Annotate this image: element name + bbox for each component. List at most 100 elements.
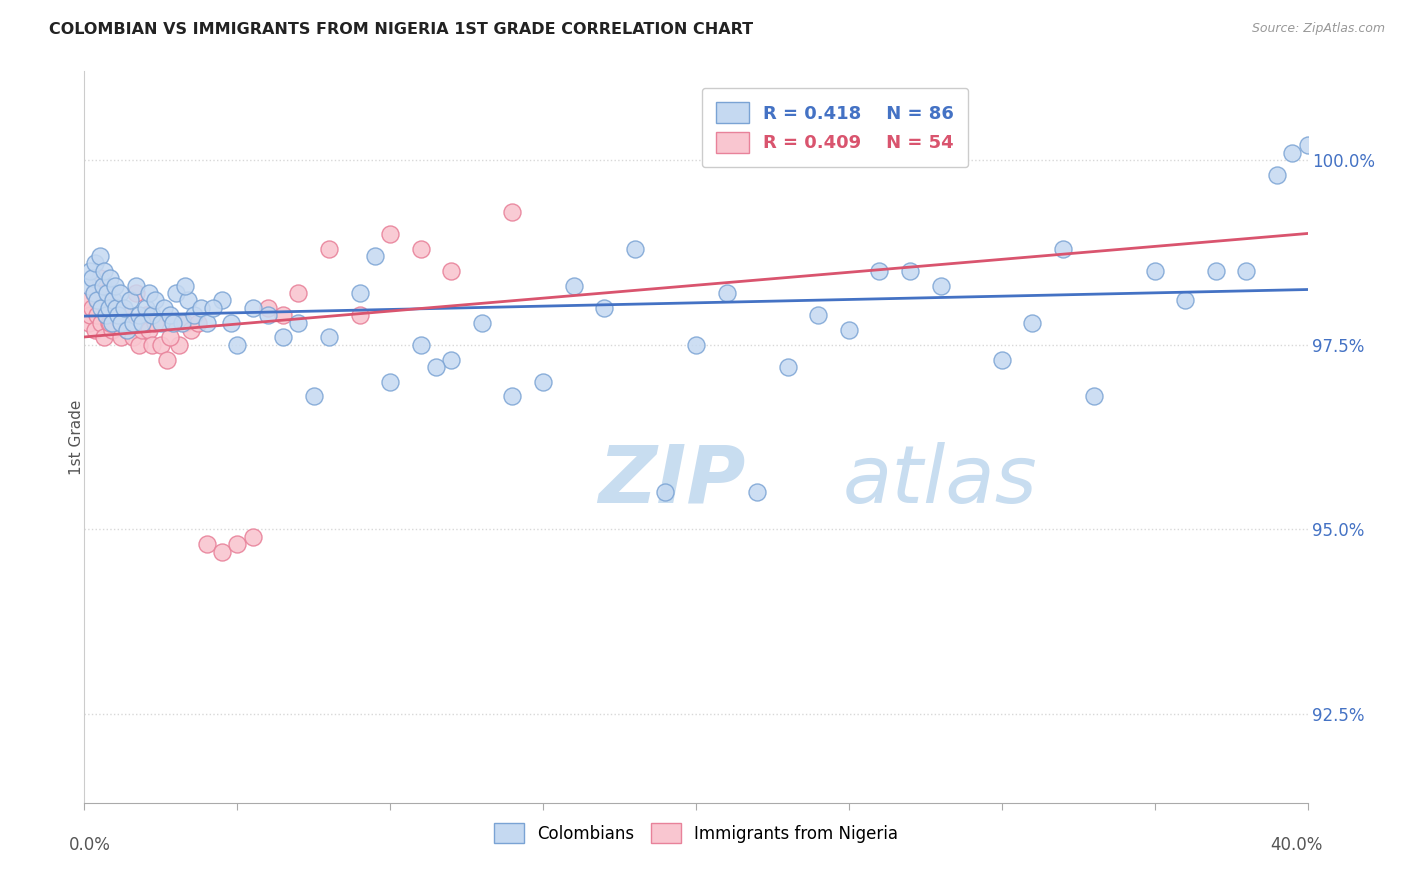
Point	[77, 316, 100, 330]
Point	[91, 278, 114, 293]
Point	[141, 308, 163, 322]
Point	[115, 323, 138, 337]
Point	[302, 389, 325, 403]
Point	[364, 249, 387, 263]
Text: COLOMBIAN VS IMMIGRANTS FROM NIGERIA 1ST GRADE CORRELATION CHART: COLOMBIAN VS IMMIGRANTS FROM NIGERIA 1ST…	[49, 22, 754, 37]
Point	[107, 308, 129, 322]
Point	[624, 242, 647, 256]
Point	[159, 308, 181, 322]
Point	[440, 264, 463, 278]
Point	[807, 308, 830, 322]
Text: 40.0%: 40.0%	[1271, 836, 1323, 854]
Point	[183, 308, 205, 322]
Point	[226, 337, 249, 351]
Point	[174, 316, 197, 330]
Point	[172, 316, 194, 330]
Point	[174, 278, 197, 293]
Point	[180, 323, 202, 337]
Point	[86, 293, 108, 308]
Point	[89, 249, 111, 263]
Point	[135, 308, 157, 322]
Point	[162, 316, 184, 330]
Point	[1281, 145, 1303, 160]
Point	[201, 301, 224, 315]
Point	[898, 264, 921, 278]
Point	[318, 242, 340, 256]
Y-axis label: 1st Grade: 1st Grade	[69, 400, 83, 475]
Point	[186, 316, 208, 330]
Point	[471, 316, 494, 330]
Point	[349, 285, 371, 300]
Point	[101, 316, 124, 330]
Point	[97, 316, 120, 330]
Point	[425, 359, 447, 374]
Point	[502, 389, 524, 403]
Point	[190, 301, 212, 315]
Point	[84, 256, 107, 270]
Point	[380, 227, 402, 241]
Point	[531, 375, 554, 389]
Point	[409, 337, 432, 351]
Point	[838, 323, 860, 337]
Point	[167, 337, 190, 351]
Point	[96, 285, 118, 300]
Point	[120, 316, 142, 330]
Point	[83, 285, 105, 300]
Point	[162, 316, 184, 330]
Point	[80, 271, 103, 285]
Point	[84, 323, 107, 337]
Point	[115, 323, 138, 337]
Point	[122, 316, 145, 330]
Point	[110, 316, 132, 330]
Point	[409, 242, 432, 256]
Point	[153, 301, 176, 315]
Point	[1143, 264, 1166, 278]
Point	[79, 264, 101, 278]
Point	[502, 204, 524, 219]
Point	[149, 316, 172, 330]
Point	[242, 301, 264, 315]
Point	[105, 301, 128, 315]
Point	[869, 264, 891, 278]
Point	[654, 485, 676, 500]
Point	[593, 301, 616, 315]
Point	[108, 285, 131, 300]
Point	[929, 278, 952, 293]
Point	[135, 301, 157, 315]
Point	[122, 330, 145, 344]
Point	[125, 285, 148, 300]
Point	[211, 544, 233, 558]
Point	[120, 293, 142, 308]
Point	[211, 293, 233, 308]
Point	[138, 285, 160, 300]
Point	[1021, 316, 1043, 330]
Point	[1174, 293, 1197, 308]
Point	[226, 537, 249, 551]
Point	[177, 293, 200, 308]
Point	[149, 337, 172, 351]
Point	[94, 308, 117, 322]
Point	[107, 301, 129, 315]
Point	[991, 352, 1014, 367]
Point	[112, 301, 135, 315]
Point	[685, 337, 707, 351]
Text: atlas: atlas	[842, 442, 1038, 520]
Point	[257, 308, 280, 322]
Text: 0.0%: 0.0%	[69, 836, 111, 854]
Point	[165, 285, 187, 300]
Point	[195, 316, 218, 330]
Point	[349, 308, 371, 322]
Point	[219, 316, 242, 330]
Point	[97, 301, 120, 315]
Point	[143, 316, 166, 330]
Point	[1052, 242, 1074, 256]
Point	[257, 301, 280, 315]
Point	[103, 293, 125, 308]
Point	[318, 330, 340, 344]
Point	[131, 323, 153, 337]
Point	[98, 271, 121, 285]
Point	[76, 293, 98, 308]
Point	[94, 308, 117, 322]
Point	[89, 271, 111, 285]
Point	[83, 285, 105, 300]
